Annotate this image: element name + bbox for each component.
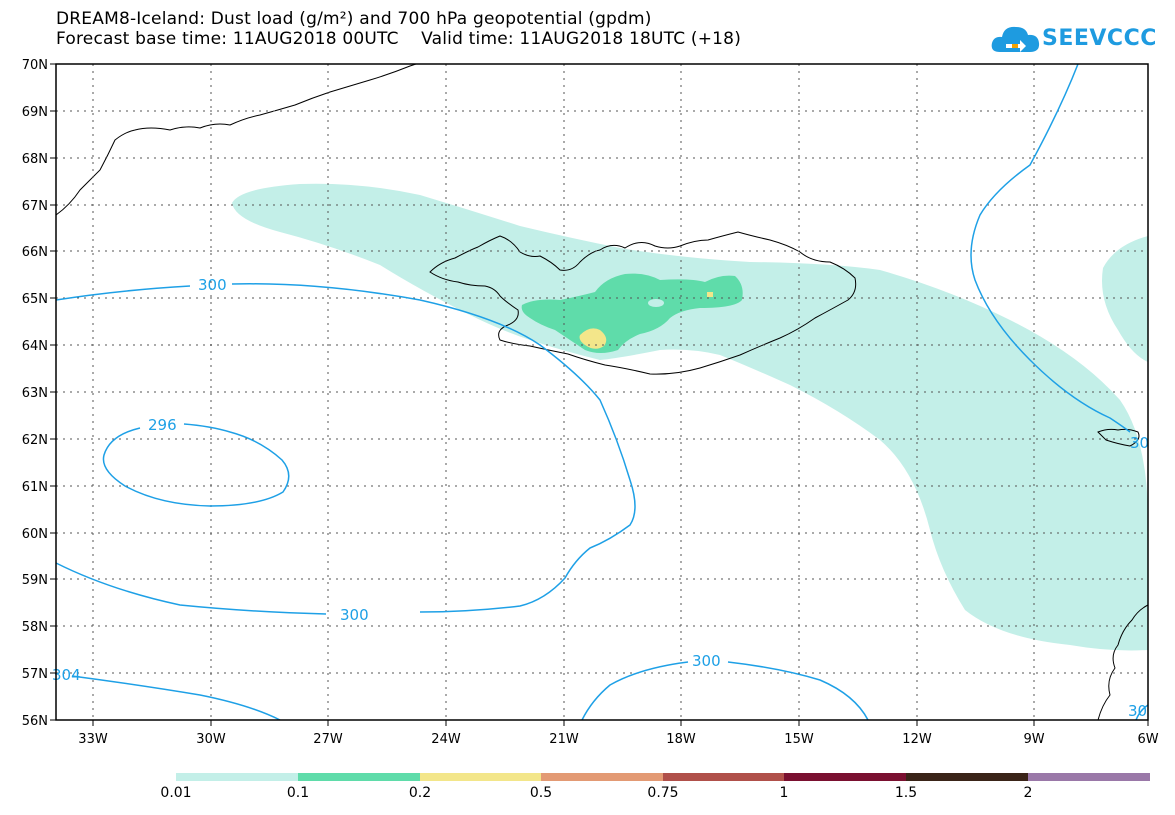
colorbar-segment: [784, 773, 906, 781]
lon-label: 30W: [196, 732, 226, 747]
colorbar-segment: [176, 773, 298, 781]
colorbar-segment: [1028, 773, 1150, 781]
longitude-labels: 33W 30W 27W 24W 21W 18W 15W 12W 9W 6W: [78, 732, 1158, 747]
map-grid: [56, 64, 1148, 720]
dust-band-0.1: [521, 273, 743, 353]
scotland-coastline: [1097, 604, 1149, 721]
lon-label: 18W: [666, 732, 696, 747]
colorbar-label: 0.01: [160, 785, 192, 801]
dust-load-shading: [232, 183, 1148, 651]
lon-label: 15W: [784, 732, 814, 747]
lon-label: 33W: [78, 732, 108, 747]
colorbar-label: 1.5: [894, 785, 918, 801]
colorbar-segment: [420, 773, 541, 781]
lat-label: 69N: [22, 105, 48, 120]
colorbar-label: 0.75: [647, 785, 679, 801]
geopotential-contours: [55, 63, 1149, 721]
contour-label-296: 296: [148, 416, 177, 434]
lat-label: 63N: [22, 386, 48, 401]
map-subtitle: Forecast base time: 11AUG2018 00UTC Vali…: [56, 29, 742, 49]
latitude-labels: 70N 69N 68N 67N 66N 65N 64N 63N 62N 61N …: [22, 58, 48, 729]
lat-label: 61N: [22, 480, 48, 495]
colorbar-label: 0.5: [529, 785, 553, 801]
logo-text: SEEVCCC: [1042, 26, 1157, 51]
lon-label: 6W: [1137, 732, 1158, 747]
coastlines: [55, 63, 1149, 721]
lat-label: 56N: [22, 714, 48, 729]
lat-label: 62N: [22, 433, 48, 448]
seevccc-logo: SEEVCCC: [990, 18, 1170, 58]
colorbar-label: 2: [1023, 785, 1033, 801]
colorbar-segment: [541, 773, 663, 781]
lat-label: 64N: [22, 339, 48, 354]
lat-label: 66N: [22, 245, 48, 260]
contour-label-304: 304: [52, 666, 81, 684]
lat-label: 59N: [22, 573, 48, 588]
contour-east: [970, 63, 1131, 433]
map-title: DREAM8-Iceland: Dust load (g/m²) and 700…: [56, 9, 652, 29]
lat-label: 60N: [22, 527, 48, 542]
colorbar: [176, 773, 1150, 781]
colorbar-label: 0.1: [286, 785, 310, 801]
lon-label: 12W: [902, 732, 932, 747]
colorbar-segment: [663, 773, 784, 781]
dust-band-0.2-small: [707, 292, 713, 297]
lat-label: 58N: [22, 620, 48, 635]
contour-label-east: 30: [1130, 434, 1149, 452]
colorbar-segment: [906, 773, 1028, 781]
contour-296: [102, 423, 290, 507]
lon-label: 24W: [431, 732, 461, 747]
lat-label: 65N: [22, 292, 48, 307]
lat-label: 67N: [22, 199, 48, 214]
contour-300-north: [55, 283, 636, 615]
cloud-icon: [991, 26, 1040, 52]
contour-east-corner: [1135, 704, 1149, 721]
contour-label-east-corner: 30: [1128, 702, 1147, 720]
lat-label: 70N: [22, 58, 48, 73]
colorbar-segment: [298, 773, 420, 781]
iceland-coastline: [429, 231, 857, 375]
lon-label: 9W: [1023, 732, 1044, 747]
axis-ticks: [50, 63, 1149, 726]
colorbar-label: 1: [779, 785, 789, 801]
lon-label: 27W: [313, 732, 343, 747]
contour-304-sw: [71, 675, 281, 721]
faroe-islands: [1097, 428, 1140, 447]
contour-label-300-north: 300: [198, 276, 227, 294]
lon-label: 21W: [549, 732, 579, 747]
dust-hole: [648, 299, 664, 307]
dust-plume-east: [1102, 236, 1148, 362]
contour-300-south: [581, 661, 869, 721]
lat-label: 68N: [22, 152, 48, 167]
dust-plume-main: [232, 183, 1148, 651]
dust-band-0.2: [579, 328, 607, 349]
colorbar-label: 0.2: [408, 785, 432, 801]
greenland-coastline: [55, 63, 417, 216]
contour-labels: 300 296 300 300 304 30 30: [52, 276, 1149, 720]
contour-label-300-mid: 300: [340, 606, 369, 624]
lat-label: 57N: [22, 667, 48, 682]
contour-label-300-south: 300: [692, 652, 721, 670]
